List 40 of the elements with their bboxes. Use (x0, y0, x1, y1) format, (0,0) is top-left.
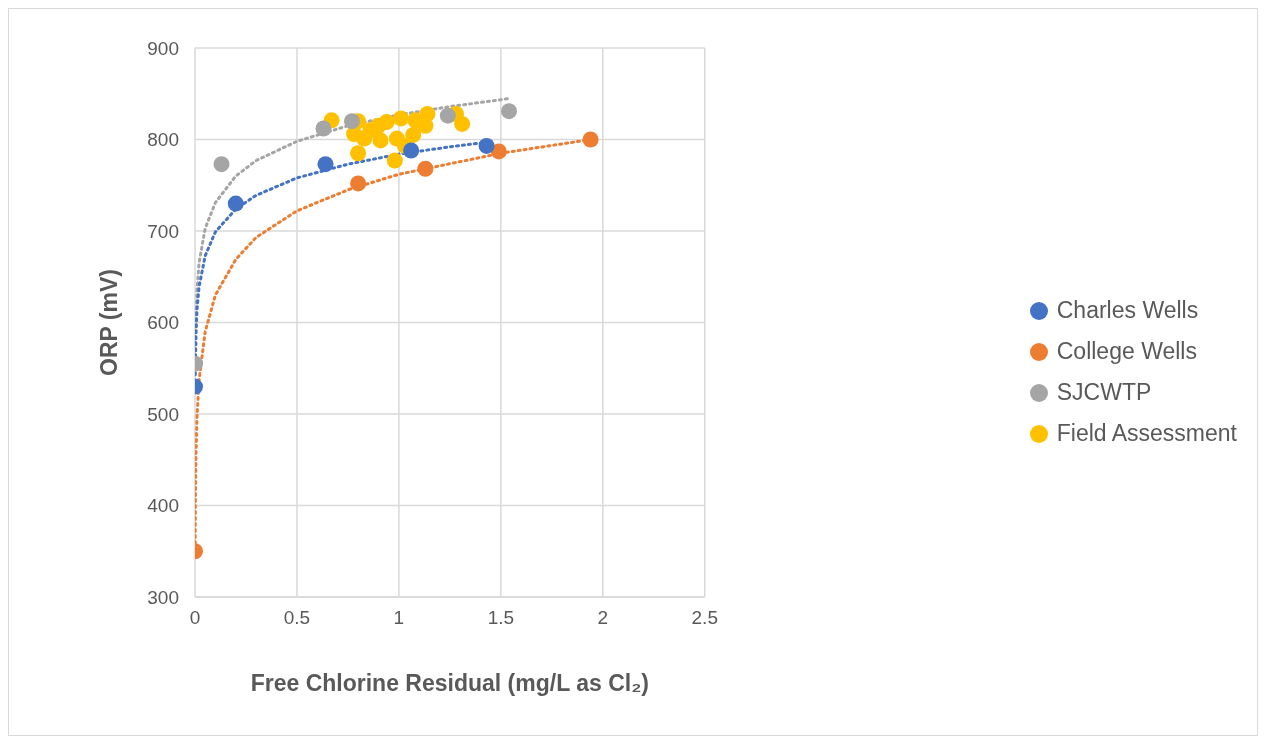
legend-label: Field Assessment (1056, 420, 1237, 447)
legend-label: College Wells (1056, 338, 1197, 365)
legend-label: Charles Wells (1056, 297, 1199, 324)
x-tick-label: 1.5 (487, 607, 515, 629)
point (386, 152, 403, 169)
point (213, 156, 230, 173)
x-tick-label: 1 (393, 607, 405, 629)
x-tick-label: 2 (597, 607, 609, 629)
point (344, 113, 360, 130)
point (227, 195, 244, 212)
point (350, 175, 367, 192)
point (454, 115, 471, 132)
point (439, 107, 456, 124)
point (317, 156, 334, 173)
y-tick-label: 400 (147, 495, 179, 517)
y-tick-label: 500 (147, 403, 179, 425)
x-tick-label: 0.5 (283, 607, 311, 629)
y-tick-label: 300 (147, 586, 179, 608)
point (372, 132, 389, 149)
point (501, 103, 518, 120)
y-axis-title: ORP (mV) (96, 269, 123, 376)
y-tick-label: 900 (147, 37, 179, 59)
point (478, 137, 495, 154)
point (490, 143, 507, 160)
point (405, 126, 422, 143)
point (582, 131, 599, 148)
point (417, 160, 434, 177)
y-tick-label: 600 (147, 312, 179, 334)
point (315, 120, 332, 137)
point (403, 142, 420, 159)
x-tick-label: 2.5 (691, 607, 718, 629)
point (378, 114, 395, 131)
x-axis-title: Free Chlorine Residual (mg/L as Cl₂) (250, 670, 650, 696)
legend-label: SJCWTP (1056, 379, 1152, 406)
y-tick-label: 700 (147, 220, 179, 242)
x-tick-label: 0 (189, 607, 201, 629)
y-tick-label: 800 (147, 129, 179, 151)
point (419, 105, 436, 122)
point (350, 145, 367, 162)
point (392, 110, 409, 127)
